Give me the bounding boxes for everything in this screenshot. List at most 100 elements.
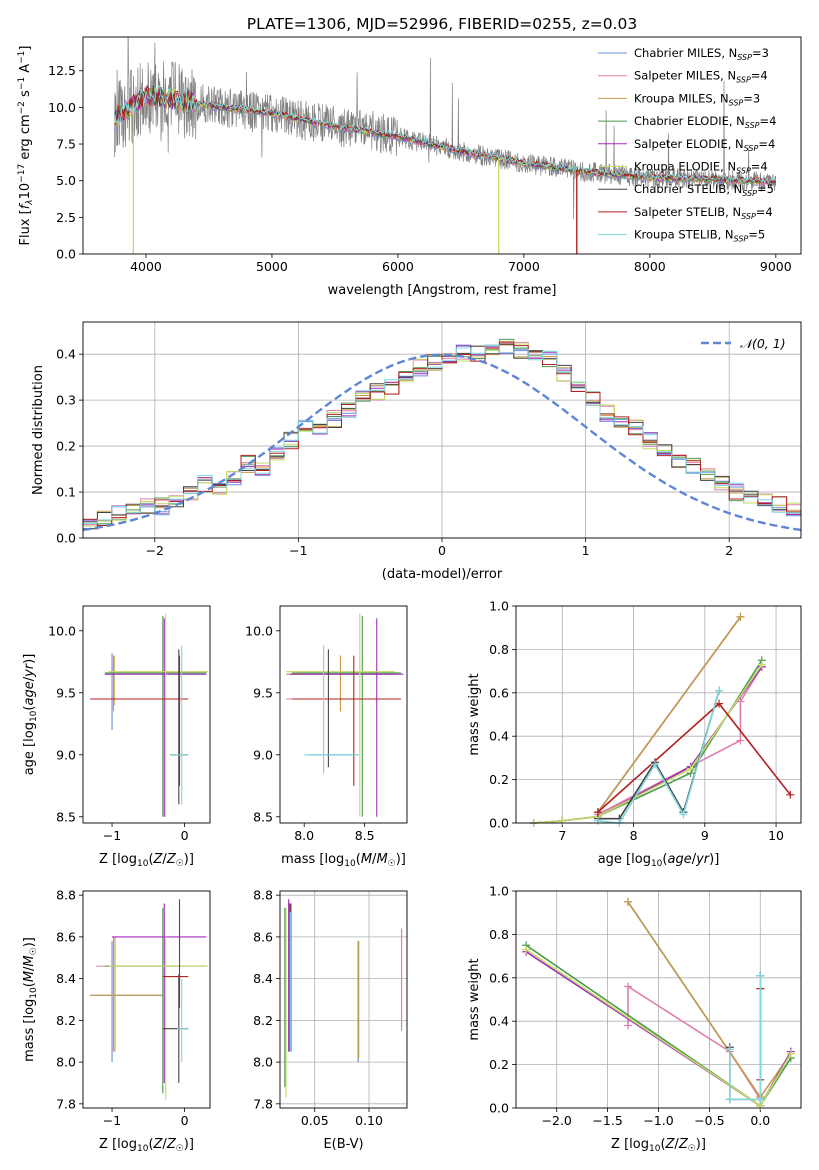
legend-label: Salpeter ELODIE, NSSP=4 xyxy=(634,137,775,153)
y-tick-label: 0.2 xyxy=(489,1057,509,1072)
y-tick-label: 2.5 xyxy=(56,210,76,225)
legend-label: Chabrier MILES, NSSP=3 xyxy=(634,46,769,62)
observed-spectrum xyxy=(114,37,777,219)
weight-marker-kroupa_stelib xyxy=(756,1095,765,1104)
x-tick-label: −1.5 xyxy=(592,1113,622,1128)
y-tick-label: 8.4 xyxy=(253,971,273,986)
y-tick-label: 0.4 xyxy=(56,347,76,362)
legend-label: Kroupa ELODIE, NSSP=4 xyxy=(634,160,768,176)
age_vs_mass_weight-xlabel: age [log10(age/yr)] xyxy=(598,852,720,869)
x-tick-label: 0.0 xyxy=(750,1113,770,1128)
model-kroupa_stelib xyxy=(114,85,777,184)
normal-curve xyxy=(83,353,801,532)
z_vs_mass-plot xyxy=(90,899,208,1100)
weight-marker-salpeter_miles xyxy=(623,1021,632,1030)
weight-marker-kroupa_stelib xyxy=(756,971,765,980)
y-tick-label: 10.0 xyxy=(48,100,76,115)
y-tick-label: 0.4 xyxy=(489,729,509,744)
x-tick-label: 7000 xyxy=(508,259,540,274)
histogram-xlabel: (data-model)/error xyxy=(382,567,503,582)
y-tick-label: 0.4 xyxy=(489,1014,509,1029)
y-tick-label: 8.0 xyxy=(56,1055,76,1070)
y-tick-label: 0.2 xyxy=(56,439,76,454)
weight-marker-salpeter_stelib xyxy=(593,808,602,817)
weight-marker-salpeter_stelib xyxy=(786,790,795,799)
spectrum-plot xyxy=(114,37,777,254)
y-tick-label: 8.6 xyxy=(253,929,273,944)
legend-label: Chabrier STELIB, NSSP=5 xyxy=(634,182,774,198)
spectrum-legend: Chabrier MILES, NSSP=3 Salpeter MILES, NS… xyxy=(598,46,776,244)
x-tick-label: −0.5 xyxy=(694,1113,724,1128)
histogram-chabrier_elodie xyxy=(83,338,801,525)
y-tick-label: 10.0 xyxy=(245,623,273,638)
spectrum-xlabel: wavelength [Angstrom, rest frame] xyxy=(328,283,557,298)
axes-frame xyxy=(279,605,408,824)
y-tick-label: 9.0 xyxy=(56,747,76,762)
x-tick-label: 6000 xyxy=(382,259,414,274)
weight-marker-kroupa_elodie xyxy=(686,764,695,773)
weight-marker-kroupa_stelib xyxy=(650,760,659,769)
x-tick-label: −1.0 xyxy=(643,1113,673,1128)
weight-marker-kroupa_stelib xyxy=(679,810,688,819)
figure-title: PLATE=1306, MJD=52996, FIBERID=0255, z=0… xyxy=(247,15,637,33)
y-tick-label: 5.0 xyxy=(56,173,76,188)
histogram-ylabel: Normed distribution xyxy=(31,365,46,495)
y-tick-label: 0.0 xyxy=(56,247,76,262)
x-tick-label: 9 xyxy=(701,828,709,843)
z_vs_mass_weight-plot xyxy=(522,897,795,1110)
y-tick-label: 8.0 xyxy=(253,1055,273,1070)
histogram-kroupa_stelib xyxy=(83,344,801,524)
z_vs_age-axes: −1 0 8.5 9.0 9.5 10.0 Z [log10(Z/Z☉)] age [log1… xyxy=(22,605,211,869)
spectrum-axes: 4000 5000 6000 7000 8000 9000 0.0 2.5 5.0 7.5 10.0… xyxy=(17,36,802,298)
histogram-chabrier_stelib xyxy=(83,343,801,530)
axes-frame xyxy=(82,605,211,824)
x-tick-label: 4000 xyxy=(130,259,162,274)
y-tick-label: 0.8 xyxy=(489,642,509,657)
z_vs_mass_weight-ylabel: mass weight xyxy=(467,958,482,1040)
weight-line-kroupa_miles xyxy=(597,616,742,813)
y-tick-label: 0.6 xyxy=(489,970,509,985)
axes-frame xyxy=(279,890,408,1109)
residual-histogram-axes: −2 −1 0 1 2 0.0 0.1 0.2 0.3 0.4 (data-model)/error… xyxy=(31,321,802,582)
y-tick-label: 8.8 xyxy=(253,888,273,903)
y-tick-label: 8.5 xyxy=(56,809,76,824)
y-tick-label: 9.5 xyxy=(56,685,76,700)
age_vs_mass_weight-ylabel: mass weight xyxy=(467,673,482,755)
z_vs_age-plot xyxy=(90,613,208,817)
axes-frame xyxy=(82,36,802,255)
x-tick-label: −1 xyxy=(103,1113,121,1128)
y-tick-label: 0.6 xyxy=(489,685,509,700)
y-tick-label: 9.0 xyxy=(253,747,273,762)
y-tick-label: 8.2 xyxy=(253,1013,273,1028)
spectrum-ylabel: Flux [fλ10−17 erg cm−2 s−1 A−1] xyxy=(17,46,35,246)
z_vs_mass-ylabel: mass [log10(M/M☉)] xyxy=(22,937,39,1062)
x-tick-label: 1 xyxy=(582,543,590,558)
z_vs_age-xlabel: Z [log10(Z/Z☉)] xyxy=(99,852,194,869)
weight-marker-kroupa_elodie xyxy=(757,660,766,669)
y-tick-label: 7.8 xyxy=(253,1096,273,1111)
axes-frame xyxy=(515,605,802,824)
axes-frame xyxy=(515,890,802,1109)
mass_vs_age-plot xyxy=(286,613,404,817)
x-tick-label: 8.0 xyxy=(294,828,314,843)
x-tick-label: 0 xyxy=(181,1113,189,1128)
y-tick-label: 8.4 xyxy=(56,971,76,986)
x-tick-label: 0.05 xyxy=(301,1113,329,1128)
mass_vs_age-axes: 8.0 8.5 8.5 9.0 9.5 10.0 mass [log10(M/M☉)] xyxy=(245,605,408,869)
weight-marker-kroupa_stelib xyxy=(715,686,724,695)
weight-marker-kroupa_miles xyxy=(623,897,632,906)
x-tick-label: −1 xyxy=(103,828,121,843)
ebv-grid xyxy=(280,891,407,1108)
weight-marker-kroupa_stelib xyxy=(725,1095,734,1104)
y-tick-label: 12.5 xyxy=(48,63,76,78)
y-tick-label: 8.5 xyxy=(253,809,273,824)
weight-marker-kroupa_miles xyxy=(736,612,745,621)
z_vs_mass-xlabel: Z [log10(Z/Z☉)] xyxy=(99,1137,194,1154)
y-tick-label: 8.2 xyxy=(56,1013,76,1028)
axes-frame xyxy=(82,890,211,1109)
x-tick-label: 0.10 xyxy=(355,1113,383,1128)
weight-marker-salpeter_miles xyxy=(623,982,632,991)
z_vs_mass_weight-axes: −2.0 −1.5 −1.0 −0.5 0.0 0.0 0.2 0.4 0.6 0.8 1.0 Z [… xyxy=(467,884,802,1154)
y-tick-label: 7.5 xyxy=(56,137,76,152)
z_vs_mass_weight-xlabel: Z [log10(Z/Z☉)] xyxy=(611,1137,706,1154)
